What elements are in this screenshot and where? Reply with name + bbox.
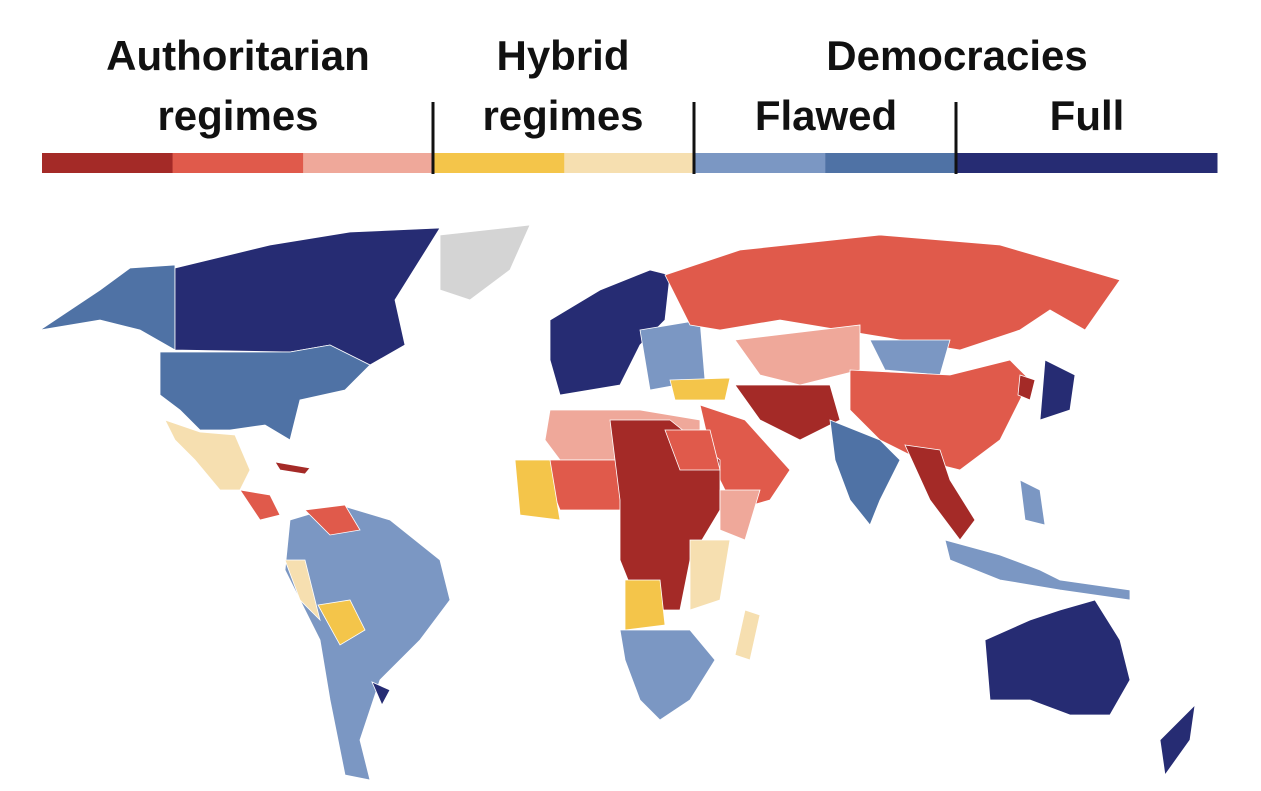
southern-africa bbox=[619, 629, 716, 721]
legend-swatch bbox=[564, 153, 696, 173]
south-america bbox=[284, 504, 451, 781]
legend-swatch bbox=[172, 153, 304, 173]
north-korea bbox=[1017, 374, 1036, 401]
legend-swatch bbox=[433, 153, 565, 173]
central-asia bbox=[734, 324, 861, 386]
india bbox=[829, 419, 901, 526]
greenland bbox=[439, 224, 531, 301]
new-zealand bbox=[1159, 703, 1196, 777]
turkey bbox=[669, 377, 731, 401]
legend-label: Hybrid bbox=[496, 32, 629, 79]
angola bbox=[624, 579, 666, 631]
legend-swatch bbox=[825, 153, 957, 173]
legend-label: Authoritarian bbox=[106, 32, 370, 79]
mongolia bbox=[869, 339, 951, 376]
australia bbox=[984, 599, 1131, 716]
philippines bbox=[1019, 479, 1046, 526]
world-map bbox=[39, 224, 1196, 781]
legend-label: Democracies bbox=[826, 32, 1088, 79]
iran-afghanistan bbox=[734, 384, 841, 441]
legend-label: regimes bbox=[157, 92, 318, 139]
legend-label: Full bbox=[1050, 92, 1125, 139]
legend: Authoritarian regimes Hybrid regimes Dem… bbox=[42, 32, 1218, 174]
legend-swatch bbox=[1086, 153, 1218, 173]
peru bbox=[284, 559, 321, 622]
legend-bar bbox=[42, 153, 1218, 173]
legend-label: regimes bbox=[482, 92, 643, 139]
west-africa bbox=[514, 459, 561, 521]
bolivia bbox=[317, 599, 366, 646]
cuba bbox=[274, 461, 311, 475]
madagascar bbox=[734, 609, 761, 661]
legend-label: Flawed bbox=[755, 92, 897, 139]
egypt bbox=[664, 429, 721, 471]
legend-swatch bbox=[694, 153, 826, 173]
japan bbox=[1039, 359, 1076, 421]
horn-of-africa bbox=[719, 489, 761, 541]
russia bbox=[664, 234, 1121, 351]
southeast-asia bbox=[904, 444, 976, 541]
legend-swatch bbox=[955, 153, 1087, 173]
alaska bbox=[39, 264, 176, 351]
central-america bbox=[239, 489, 281, 521]
mexico bbox=[164, 419, 251, 491]
legend-swatch bbox=[42, 153, 174, 173]
east-africa bbox=[689, 539, 731, 611]
indonesia bbox=[944, 539, 1131, 601]
uruguay bbox=[371, 681, 391, 706]
united-states bbox=[159, 344, 371, 441]
china bbox=[849, 359, 1031, 471]
canada bbox=[174, 227, 441, 366]
legend-swatch bbox=[303, 153, 435, 173]
venezuela bbox=[304, 504, 361, 536]
